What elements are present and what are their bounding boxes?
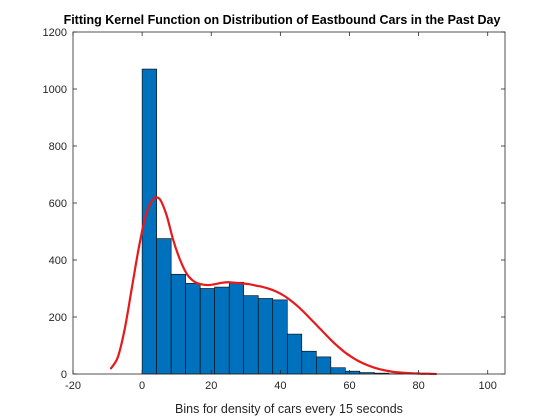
x-tick-label: 40 [274,380,286,392]
histogram-bar [170,273,186,375]
histogram-bar [330,367,346,375]
histogram-bar [228,281,245,375]
histogram-bar [214,286,230,375]
histogram-bar [185,283,201,375]
x-tick-label: 0 [139,380,145,392]
kernel-fit-line [109,196,437,376]
histogram-bar [272,299,288,375]
x-tick-label: 20 [205,380,217,392]
histogram-bar [199,288,215,375]
plot-frame [72,31,506,375]
x-tick-label: 100 [479,380,497,392]
y-tick-label: 600 [49,198,67,210]
histogram-bar [243,295,259,375]
chart-title: Fitting Kernel Function on Distribution … [64,13,501,27]
histogram-bar [316,356,332,375]
histogram-bar [257,298,274,375]
x-tick-label: -20 [65,380,81,392]
y-tick-label: 1200 [43,27,67,39]
histogram-bar [345,370,361,375]
x-axis-label: Bins for density of cars every 15 second… [175,402,403,416]
y-tick-label: 200 [49,312,67,324]
y-tick-label: 800 [49,141,67,153]
y-tick-label: 400 [49,255,67,267]
kernel-curve-group [109,196,437,376]
x-tick-label: 60 [343,380,355,392]
y-tick-label: 0 [61,369,67,381]
y-tick-label: 1000 [43,84,67,96]
histogram-bar [156,238,172,375]
histogram-bar [286,333,303,375]
x-tick-label: 80 [412,380,424,392]
histogram-bars [141,68,404,375]
histogram-bar [301,350,317,375]
